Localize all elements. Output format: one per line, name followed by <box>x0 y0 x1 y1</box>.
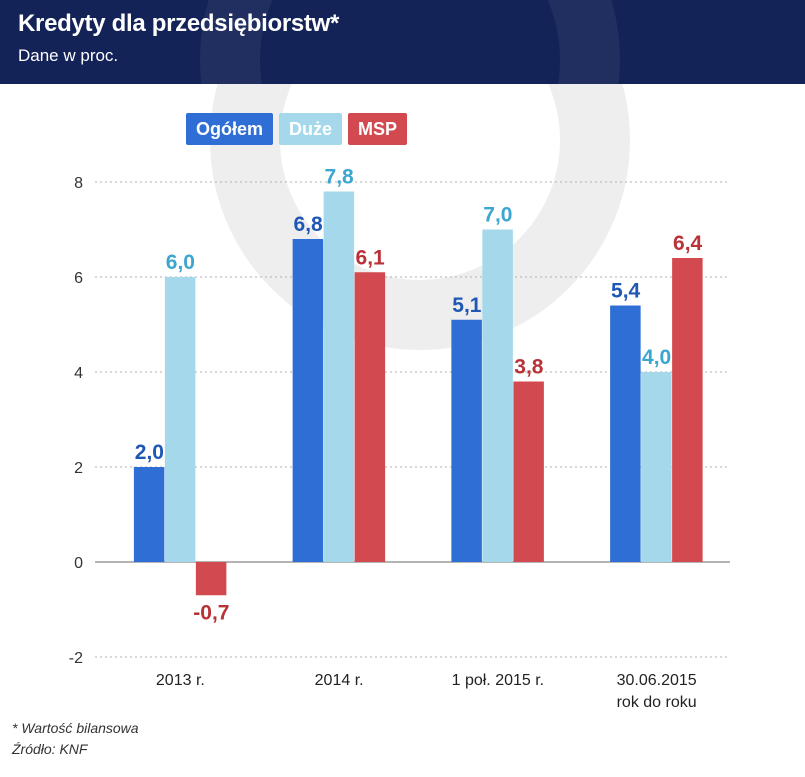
bar-msp <box>354 272 386 562</box>
x-category-label: 2014 r. <box>315 672 364 689</box>
data-label-duze: 7,8 <box>325 166 355 189</box>
data-label-msp: 3,8 <box>514 356 544 379</box>
source-note: Źródło: KNF <box>12 741 88 757</box>
legend: Ogółem Duże MSP <box>186 113 408 145</box>
bar-msp <box>195 562 227 596</box>
data-label-msp: -0,7 <box>193 601 229 624</box>
data-label-ogolem: 2,0 <box>135 441 164 464</box>
bar-ogolem <box>133 467 165 562</box>
y-tick-label: 2 <box>74 460 83 477</box>
data-label-ogolem: 5,4 <box>611 280 641 303</box>
y-tick-label: 4 <box>74 365 83 382</box>
x-category-label: rok do roku <box>617 694 697 711</box>
bar-ogolem <box>610 305 641 562</box>
x-category-label: 30.06.2015 <box>617 672 697 689</box>
bar-msp <box>513 381 544 562</box>
data-label-ogolem: 5,1 <box>452 294 482 317</box>
y-tick-label: -2 <box>69 650 83 667</box>
y-tick-label: 0 <box>74 555 83 572</box>
bar-ogolem <box>451 319 482 562</box>
x-category-label: 2013 r. <box>156 672 205 689</box>
footnote: * Wartość bilansowa <box>12 720 139 736</box>
legend-item-msp: MSP <box>348 113 408 145</box>
chart-title: Kredyty dla przedsiębiorstw* <box>18 10 340 37</box>
data-label-ogolem: 6,8 <box>294 213 324 236</box>
bar-ogolem <box>292 239 324 562</box>
bar-duze <box>323 191 355 562</box>
data-label-duze: 7,0 <box>483 204 512 227</box>
chart-header: Kredyty dla przedsiębiorstw* Dane w proc… <box>0 0 805 84</box>
legend-item-ogolem: Ogółem <box>186 113 274 145</box>
x-category-label: 1 poł. 2015 r. <box>452 672 545 689</box>
data-label-msp: 6,1 <box>356 246 386 269</box>
y-tick-label: 6 <box>74 270 83 287</box>
bar-msp <box>672 258 703 562</box>
legend-item-duze: Duże <box>279 113 343 145</box>
data-label-msp: 6,4 <box>673 232 703 255</box>
chart-subtitle: Dane w proc. <box>18 46 119 65</box>
bar-duze <box>164 277 196 562</box>
bar-duze <box>641 372 672 562</box>
header-watermark-ring <box>200 0 620 84</box>
bar-duze <box>482 229 513 562</box>
data-label-duze: 6,0 <box>166 251 195 274</box>
y-tick-label: 8 <box>74 175 83 192</box>
data-label-duze: 4,0 <box>642 346 671 369</box>
